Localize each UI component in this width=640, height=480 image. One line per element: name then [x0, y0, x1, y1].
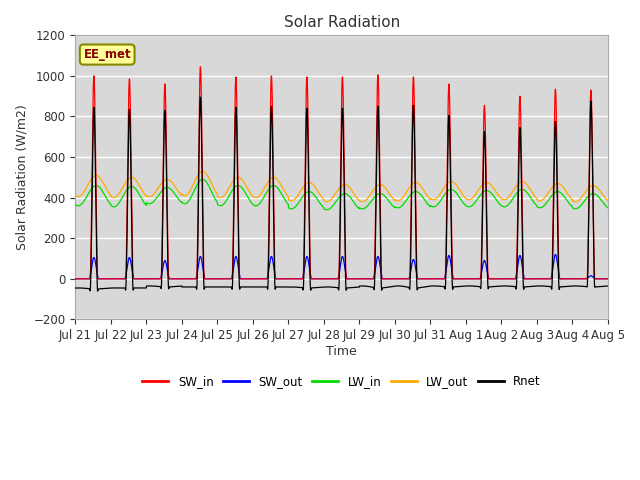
- Text: EE_met: EE_met: [83, 48, 131, 61]
- Title: Solar Radiation: Solar Radiation: [284, 15, 400, 30]
- Y-axis label: Solar Radiation (W/m2): Solar Radiation (W/m2): [15, 105, 28, 250]
- X-axis label: Time: Time: [326, 345, 357, 358]
- Legend: SW_in, SW_out, LW_in, LW_out, Rnet: SW_in, SW_out, LW_in, LW_out, Rnet: [138, 371, 546, 393]
